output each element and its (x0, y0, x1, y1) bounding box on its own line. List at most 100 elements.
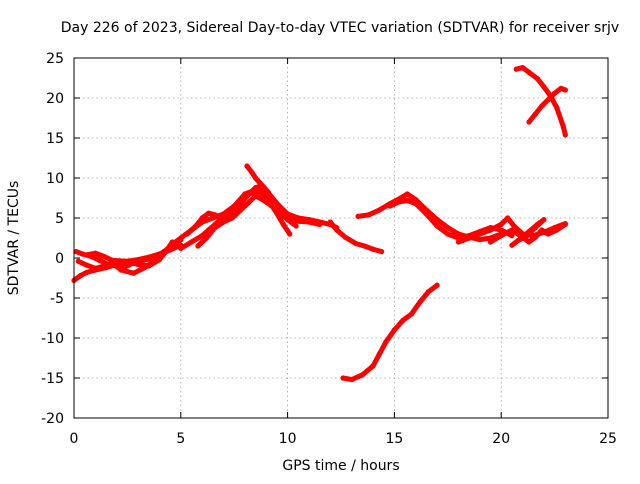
data-point (146, 263, 152, 269)
x-tick-label: 10 (279, 431, 297, 447)
data-point (498, 233, 504, 239)
data-point (253, 175, 259, 181)
data-point (317, 221, 323, 227)
data-point (263, 199, 269, 205)
data-point (163, 249, 169, 255)
data-point (84, 269, 90, 275)
data-point (79, 251, 86, 257)
data-point (562, 87, 568, 93)
data-point (327, 219, 333, 225)
data-point (562, 221, 568, 227)
data-point (400, 317, 406, 323)
data-point (417, 299, 423, 305)
data-point (541, 217, 547, 223)
x-tick-label: 0 (70, 431, 79, 447)
data-point (370, 246, 376, 252)
data-point (526, 69, 532, 75)
data-point (541, 84, 547, 90)
data-point (212, 212, 218, 218)
data-point (445, 225, 451, 231)
data-point (391, 327, 397, 333)
data-point (184, 231, 190, 237)
data-point (101, 263, 107, 269)
data-point (73, 249, 79, 255)
y-tick-label: -20 (41, 411, 64, 427)
data-point (366, 212, 372, 218)
data-point (238, 207, 244, 213)
data-point (246, 199, 252, 205)
data-point (361, 243, 368, 249)
data-point (545, 231, 551, 237)
x-tick-label: 15 (385, 431, 403, 447)
data-point (246, 191, 252, 197)
data-point (423, 211, 429, 217)
data-point (434, 282, 440, 288)
data-point (526, 229, 532, 235)
data-point (505, 215, 511, 221)
data-point (487, 239, 494, 245)
data-point (178, 235, 184, 241)
data-point (135, 261, 141, 267)
series-track-low-dip (340, 282, 440, 383)
data-point (287, 231, 293, 237)
data-point (101, 253, 107, 259)
data-point (84, 262, 90, 268)
data-point (253, 193, 259, 199)
y-axis-label: SDTVAR / TECUs (6, 181, 22, 296)
data-point (466, 235, 472, 241)
y-tick-label: -5 (50, 291, 64, 307)
data-point (244, 163, 250, 169)
data-point (349, 377, 355, 383)
data-point (376, 351, 382, 357)
data-point (285, 217, 291, 223)
data-point (193, 223, 199, 229)
data-point (274, 207, 280, 213)
data-point (261, 185, 267, 191)
y-tick-label: 15 (46, 131, 64, 147)
y-tick-label: 20 (46, 91, 64, 107)
data-point (396, 199, 402, 205)
data-point (199, 233, 205, 239)
data-point (248, 169, 254, 175)
data-point (206, 210, 212, 216)
data-point (534, 76, 541, 82)
data-point (220, 219, 227, 225)
data-point (524, 233, 530, 239)
data-point (139, 257, 145, 263)
data-point (203, 235, 209, 241)
data-point (477, 231, 483, 237)
data-point (353, 241, 359, 247)
series-layer (71, 65, 568, 383)
data-point (455, 239, 462, 245)
data-point (413, 201, 419, 207)
data-point (295, 218, 301, 224)
data-point (276, 203, 282, 209)
y-tick-label: -15 (41, 371, 64, 387)
data-point (293, 223, 299, 229)
data-point (513, 66, 519, 72)
data-point (212, 225, 218, 231)
data-point (404, 197, 410, 203)
data-point (539, 227, 545, 233)
data-point (257, 180, 263, 186)
data-point (560, 123, 566, 129)
tick-layer: 0 5 10 15 20 25 -20 -15 -10 -5 0 5 10 15 20 25 (41, 51, 617, 447)
data-point (554, 227, 560, 233)
data-point (477, 237, 483, 243)
data-point (509, 227, 515, 233)
y-tick-label: 0 (55, 251, 64, 267)
data-point (558, 85, 564, 91)
data-point (520, 65, 526, 71)
data-point (383, 339, 389, 345)
data-point (562, 132, 568, 138)
data-point (118, 267, 124, 273)
series-track-high-late-a (513, 65, 568, 138)
data-point (97, 257, 103, 263)
data-point (539, 103, 545, 109)
data-point (526, 119, 532, 125)
plot-frame (73, 57, 609, 419)
y-tick-label: 10 (46, 171, 64, 187)
data-point (359, 372, 365, 378)
